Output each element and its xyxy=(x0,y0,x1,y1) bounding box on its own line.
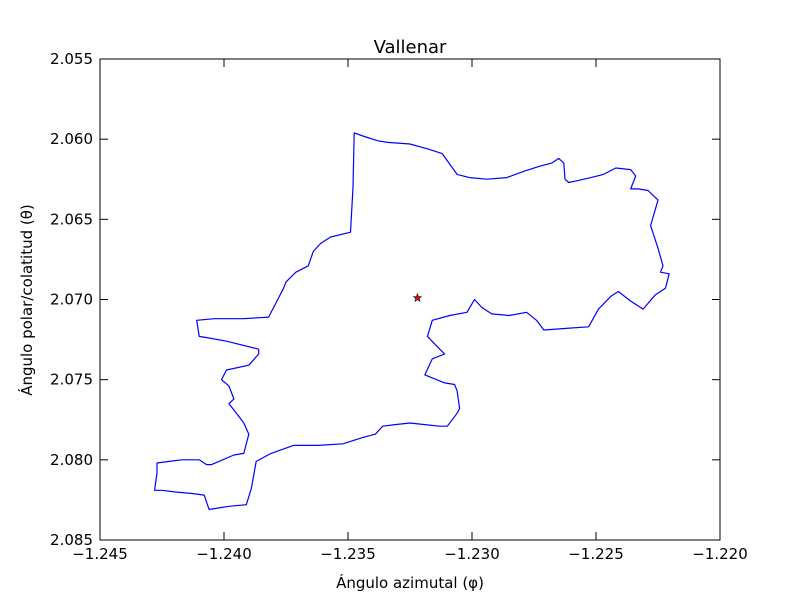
y-tick-label: 2.060 xyxy=(50,130,93,148)
y-tick-label: 2.075 xyxy=(50,371,93,389)
x-tick-label: −1.225 xyxy=(568,545,624,563)
y-axis-label: Ángulo polar/colatitud (θ) xyxy=(17,204,36,396)
y-tick-label: 2.065 xyxy=(50,210,93,228)
x-tick-label: −1.220 xyxy=(692,545,748,563)
series-line-boundary xyxy=(154,132,670,511)
y-tick-label: 2.070 xyxy=(50,291,93,309)
y-tick-label: 2.080 xyxy=(50,451,93,469)
marker-star xyxy=(412,292,423,303)
marker-layer xyxy=(412,292,423,303)
y-tick-label: 2.055 xyxy=(50,50,93,68)
y-tick-label: 2.085 xyxy=(50,531,93,549)
x-tick-label: −1.230 xyxy=(444,545,500,563)
x-tick-label: −1.245 xyxy=(72,545,128,563)
x-tick-label: −1.240 xyxy=(196,545,252,563)
x-axis-ticks: −1.245 −1.240 −1.235 −1.230 −1.225 −1.220 xyxy=(72,59,748,563)
y-axis-ticks: 2.055 2.060 2.065 2.070 2.075 2.080 2.085 xyxy=(50,50,720,549)
chart-title: Vallenar xyxy=(374,37,447,58)
boundary-series xyxy=(154,132,670,511)
x-axis-label: Ángulo azimutal (φ) xyxy=(336,573,484,592)
x-tick-label: −1.235 xyxy=(320,545,376,563)
